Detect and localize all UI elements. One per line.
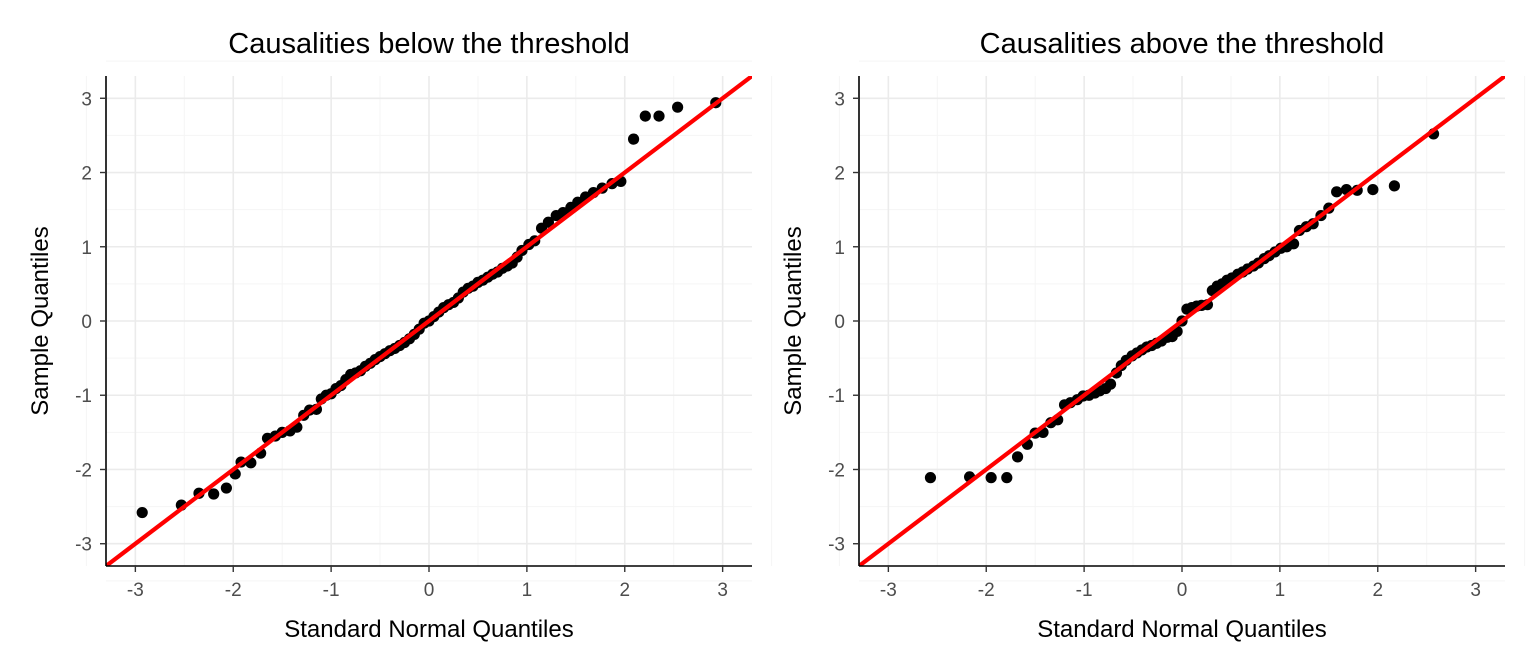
data-point: [1001, 472, 1013, 484]
x-tick-label: -3: [880, 580, 897, 601]
reference-line: [106, 76, 752, 566]
data-point: [653, 110, 665, 122]
data-point: [985, 472, 997, 484]
y-tick-label: -2: [828, 460, 845, 481]
x-tick-label: 1: [522, 580, 533, 601]
chart-title: Causalities below the threshold: [228, 28, 629, 60]
x-axis-label: Standard Normal Quantiles: [1037, 616, 1326, 643]
chart-title: Causalities above the threshold: [980, 28, 1385, 60]
y-tick-label: -3: [75, 535, 92, 556]
data-point: [136, 506, 148, 519]
data-point: [542, 216, 555, 228]
x-tick-label: 1: [1275, 580, 1286, 601]
x-tick-label: -1: [323, 580, 340, 601]
qq-plot-above-threshold: Causalities above the threshold Standard…: [780, 28, 1526, 643]
y-tick-label: -1: [75, 386, 92, 407]
y-axis-label: Sample Quantiles: [780, 226, 807, 415]
y-tick-label: 3: [81, 89, 92, 110]
y-tick-label: 3: [834, 89, 845, 110]
data-point: [627, 133, 640, 145]
y-tick-label: 2: [81, 164, 92, 185]
x-tick-label: 3: [1470, 580, 1481, 601]
reference-line: [859, 76, 1505, 566]
y-tick-label: 0: [834, 312, 845, 333]
x-axis-label: Standard Normal Quantiles: [284, 616, 573, 643]
data-point: [924, 472, 937, 484]
x-tick-label: 2: [1372, 580, 1383, 601]
data-point: [1331, 186, 1343, 198]
data-point: [1367, 183, 1379, 196]
x-tick-label: 0: [1177, 580, 1188, 601]
grid: [838, 60, 1526, 582]
data-point: [639, 110, 651, 122]
data-point: [1011, 451, 1024, 463]
y-tick-label: 1: [834, 238, 845, 259]
y-axis-label: Sample Quantiles: [27, 226, 54, 415]
y-tick-label: -2: [75, 460, 92, 481]
data-point: [1104, 378, 1117, 390]
qq-plot-below-threshold: Causalities below the threshold Standard…: [27, 28, 773, 643]
y-tick-label: -3: [828, 535, 845, 556]
y-tick-label: 0: [81, 312, 92, 333]
data-point: [220, 482, 232, 494]
grid: [85, 60, 773, 582]
data-point: [1388, 180, 1400, 192]
data-point: [672, 101, 684, 113]
x-tick-label: 2: [619, 580, 630, 601]
x-tick-label: -3: [127, 580, 144, 601]
x-tick-label: -2: [225, 580, 242, 601]
x-tick-label: -1: [1076, 580, 1093, 601]
y-tick-label: 2: [834, 164, 845, 185]
x-tick-label: 3: [717, 580, 728, 601]
data-point: [208, 488, 220, 500]
y-tick-label: -1: [828, 386, 845, 407]
x-tick-label: 0: [424, 580, 435, 601]
y-tick-label: 1: [81, 238, 92, 259]
x-tick-label: -2: [978, 580, 995, 601]
